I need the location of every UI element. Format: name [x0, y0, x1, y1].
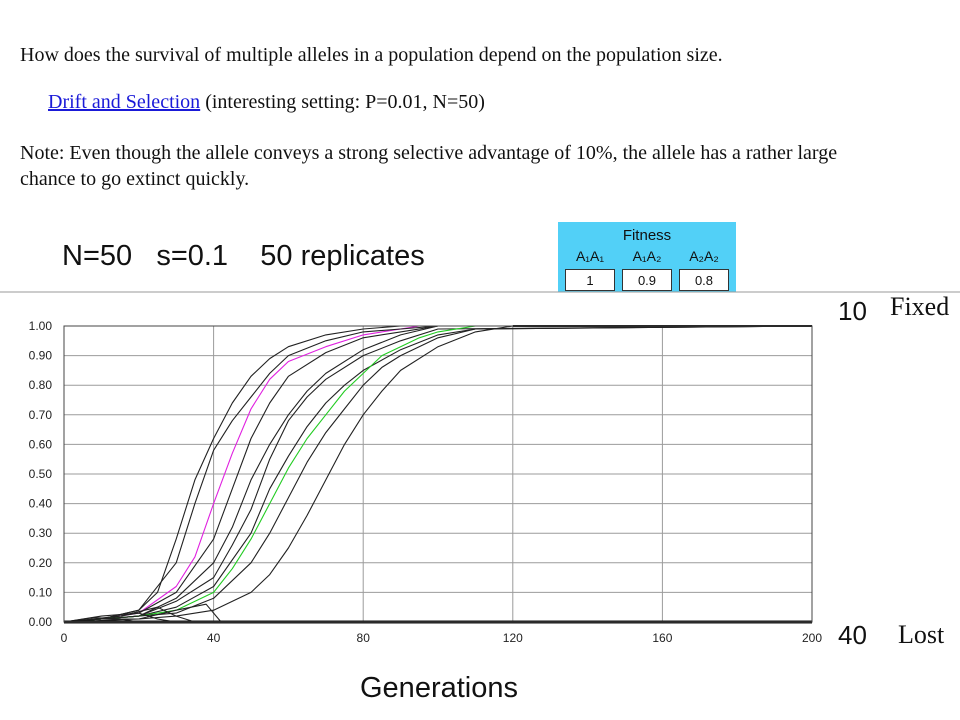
- replicate-line-2: [63, 325, 812, 623]
- fitness-input-a1a2[interactable]: 0.9: [622, 269, 672, 291]
- parameters-line: N=50 s=0.1 50 replicates: [62, 240, 425, 273]
- y-tick-label: 0.00: [29, 615, 53, 629]
- plot-frame: [63, 325, 813, 623]
- link-line: Drift and Selection (interesting setting…: [48, 91, 485, 114]
- x-tick-label: 80: [357, 631, 371, 645]
- replicate-line-12: [63, 606, 812, 623]
- replicate-line-3: [63, 325, 812, 623]
- selection-coefficient: s=0.1: [156, 240, 229, 272]
- y-tick-label: 0.50: [29, 467, 53, 481]
- y-tick-labels: 0.00 0.10 0.20 0.30 0.40 0.50 0.60 0.70 0.80 0.90…: [29, 319, 53, 629]
- fitness-title: Fitness: [622, 227, 672, 244]
- question-heading: How does the survival of multiple allele…: [20, 44, 723, 66]
- fixed-count: 10: [838, 296, 867, 326]
- x-tick-label: 0: [61, 631, 68, 645]
- x-tick-label: 200: [802, 631, 822, 645]
- x-tick-label: 120: [503, 631, 523, 645]
- y-tick-label: 0.70: [29, 408, 53, 422]
- x-tick-label: 160: [652, 631, 672, 645]
- y-tick-label: 0.40: [29, 497, 53, 511]
- population-size: N=50: [62, 240, 133, 272]
- y-tick-label: 0.10: [29, 585, 53, 599]
- y-tick-label: 0.20: [29, 556, 53, 570]
- x-tick-labels: 0 40 80 120 160 200: [61, 631, 823, 645]
- allele-frequency-chart: 0.00 0.10 0.20 0.30 0.40 0.50 0.60 0.70 0.80 0.90…: [0, 291, 960, 645]
- replicate-line-7: [63, 325, 813, 623]
- lost-label: Lost: [898, 620, 945, 649]
- link-suffix: (interesting setting: P=0.01, N=50): [200, 91, 485, 113]
- replicate-line-1: [63, 325, 812, 623]
- y-tick-label: 0.60: [29, 437, 53, 451]
- note-text: Note: Even though the allele conveys a s…: [20, 142, 838, 190]
- fixed-label: Fixed: [890, 292, 950, 321]
- replicate-line-10: [63, 325, 812, 623]
- replicate-count: 50 replicates: [260, 240, 425, 272]
- fitness-panel: Fitness A₁A₁ A₁A₂ A₂A₂ 1 0.9 0.8: [558, 222, 736, 292]
- fitness-header-a1a1: A₁A₁: [575, 248, 605, 264]
- replicate-line-6: [63, 325, 813, 623]
- replicate-line-9: [63, 325, 813, 623]
- fitness-header-a1a2: A₁A₂: [632, 248, 662, 264]
- fitness-input-a1a1[interactable]: 1: [565, 269, 615, 291]
- y-tick-label: 0.90: [29, 349, 53, 363]
- y-tick-label: 0.80: [29, 378, 53, 392]
- drift-and-selection-link[interactable]: Drift and Selection: [48, 91, 201, 113]
- fitness-input-a2a2[interactable]: 0.8: [679, 269, 729, 291]
- chart-grid: [63, 325, 813, 623]
- y-tick-label: 0.30: [29, 526, 53, 540]
- lost-count: 40: [838, 620, 867, 650]
- x-tick-label: 40: [207, 631, 221, 645]
- replicate-line-5: [63, 325, 812, 623]
- fitness-header-a2a2: A₂A₂: [689, 248, 719, 264]
- x-axis-title: Generations: [360, 672, 518, 704]
- y-tick-label: 1.00: [29, 319, 53, 333]
